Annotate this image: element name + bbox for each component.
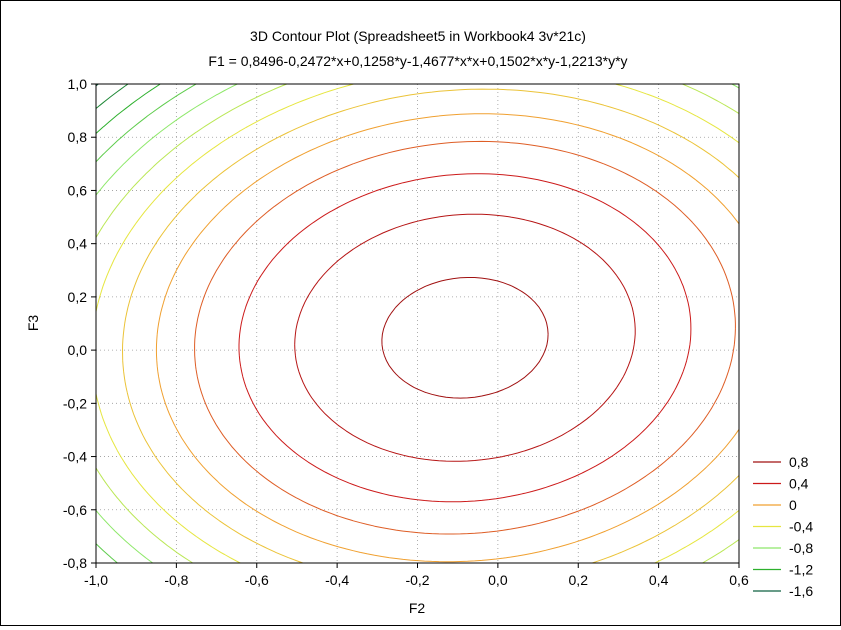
x-tick-label: -0,8 (164, 572, 188, 588)
legend-label: 0,4 (789, 476, 809, 492)
x-tick-label: 0,4 (649, 572, 669, 588)
y-tick-label: 0,2 (68, 289, 88, 305)
x-tick-label: -0,4 (325, 572, 349, 588)
contour-line (95, 83, 129, 109)
x-tick-label: 0,0 (488, 572, 508, 588)
x-tick-label: -0,2 (405, 572, 429, 588)
legend-label: -1,2 (789, 562, 813, 578)
x-tick-label: 0,6 (729, 572, 749, 588)
y-tick-label: 0,0 (68, 342, 88, 358)
y-tick-label: -0,8 (63, 555, 87, 571)
x-tick-label: -1,0 (84, 572, 108, 588)
legend-label: -1,6 (789, 583, 813, 599)
legend-label: -0,4 (789, 519, 813, 535)
contour-line (95, 83, 740, 564)
legend-label: -0,8 (789, 540, 813, 556)
x-tick-label: -0,6 (245, 572, 269, 588)
contour-lines (95, 83, 740, 564)
x-tick-label: 0,2 (569, 572, 589, 588)
chart-subtitle: F1 = 0,8496-0,2472*x+0,1258*y-1,4677*x*x… (208, 53, 627, 69)
contour-line (194, 140, 736, 535)
y-axis-ticks: 1,0 0,8 0,6 0,4 0,2 0,0 -0,2 -0,4 -0,6 -0,8 (63, 76, 96, 571)
y-tick-label: 1,0 (68, 76, 88, 92)
contour-line (381, 277, 549, 399)
contour-line (122, 88, 740, 564)
chart-title: 3D Contour Plot (Spreadsheet5 in Workboo… (250, 28, 586, 44)
contour-line (95, 83, 740, 564)
y-tick-label: 0,6 (68, 182, 88, 198)
contour-line (95, 83, 740, 564)
y-tick-label: -0,4 (63, 449, 87, 465)
legend-label: 0 (789, 497, 797, 513)
contour-line (95, 83, 161, 134)
contour-line (294, 213, 636, 462)
contour-line (155, 113, 740, 563)
y-tick-label: -0,2 (63, 395, 87, 411)
x-axis-label: F2 (409, 600, 426, 616)
y-axis-label: F3 (25, 315, 41, 332)
y-tick-label: 0,8 (68, 129, 88, 145)
y-tick-label: 0,4 (68, 236, 88, 252)
x-axis-ticks: -1,0 -0,8 -0,6 -0,4 -0,2 0,0 0,2 0,4 0,6 (84, 563, 749, 588)
contour-line (95, 83, 197, 564)
legend-label: 0,8 (789, 454, 809, 470)
y-tick-label: -0,6 (63, 502, 87, 518)
legend: 0,8 0,4 0 -0,4 -0,8 -1,2 -1,6 (753, 454, 813, 599)
contour-line (238, 173, 692, 503)
plot-area-background (96, 84, 739, 563)
